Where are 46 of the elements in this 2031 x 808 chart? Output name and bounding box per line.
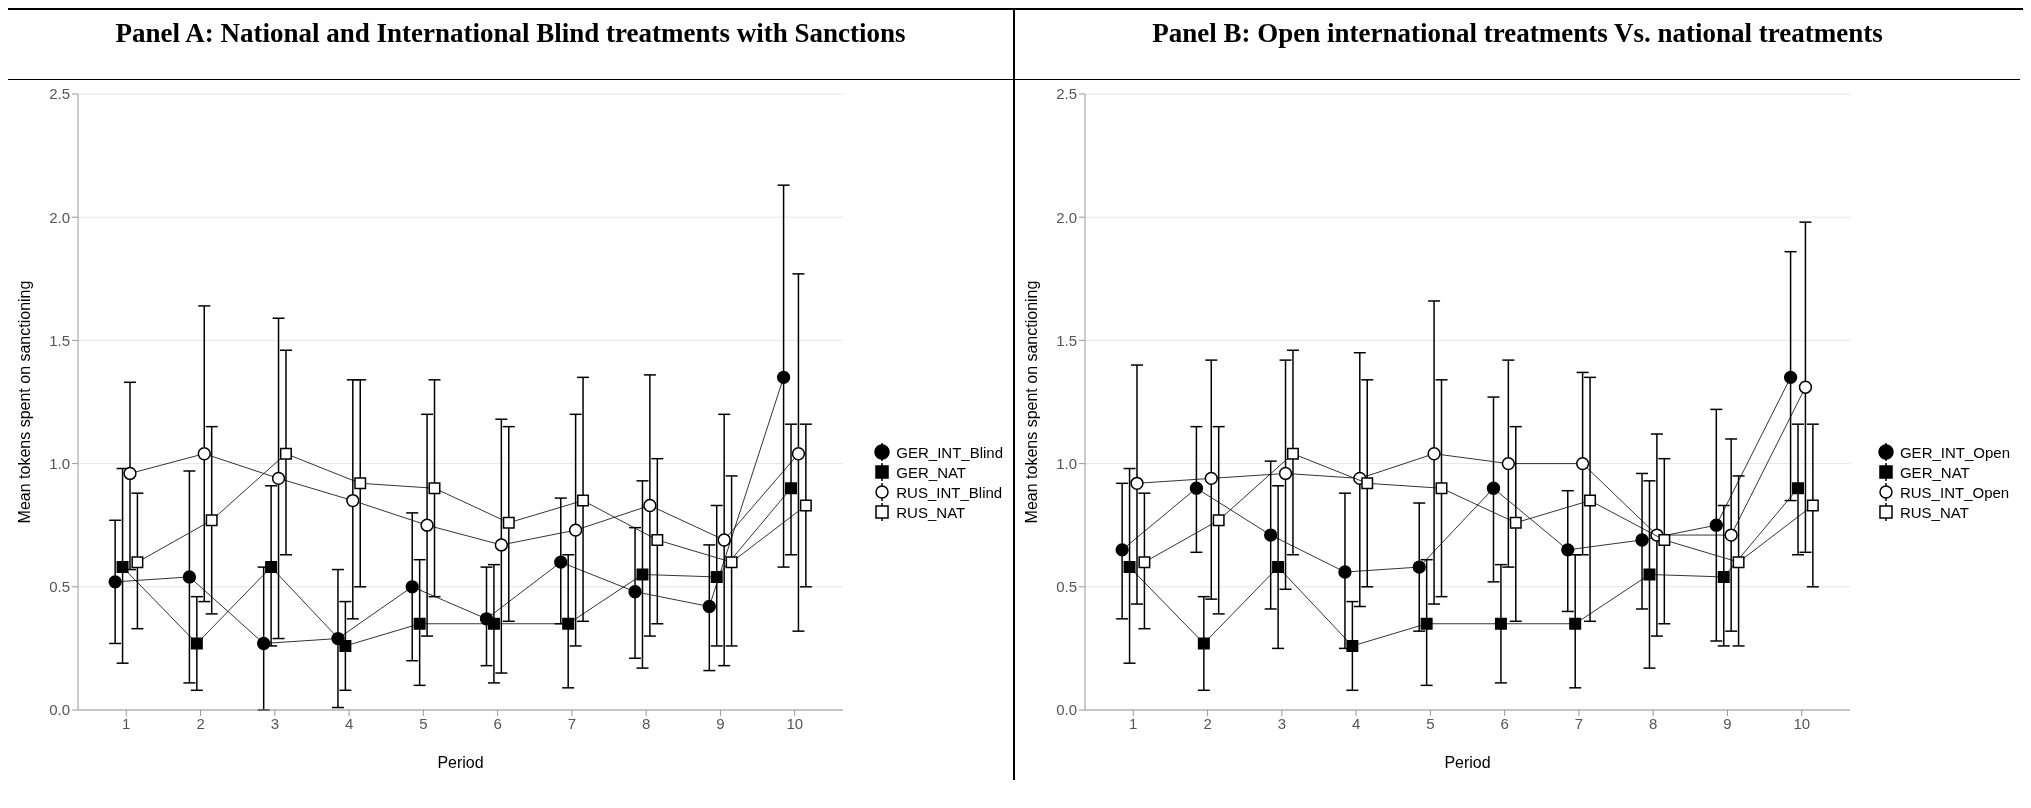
legend-label: GER_INT_Blind [896, 443, 1003, 461]
chart-title: Panel B: Open international treatments Vs. national treatments [1015, 10, 2020, 80]
x-tick-label: 3 [270, 714, 279, 732]
y-tick-label: 1.0 [49, 454, 70, 472]
y-tick-label: 0.0 [1056, 701, 1077, 719]
legend-label: RUS_INT_Open [1899, 483, 2010, 501]
x-tick-label: 7 [567, 714, 577, 732]
x-tick-label: 2 [1203, 714, 1212, 732]
x-axis-title: Period [437, 754, 484, 771]
x-tick-label: 5 [419, 714, 428, 732]
x-tick-label: 5 [1426, 714, 1435, 732]
y-tick-label: 0.5 [1056, 578, 1077, 596]
legend-label: GER_NAT [1899, 463, 1970, 481]
x-tick-label: 10 [1793, 714, 1811, 732]
x-tick-label: 4 [1351, 714, 1361, 732]
x-tick-label: 9 [716, 714, 725, 732]
x-tick-label: 10 [786, 714, 804, 732]
y-axis-title: Mean tokens spent on sanctioning [1022, 280, 1040, 524]
x-tick-label: 1 [1129, 714, 1138, 732]
y-axis-title: Mean tokens spent on sanctioning [15, 280, 33, 524]
x-tick-label: 1 [122, 714, 131, 732]
x-tick-label: 2 [196, 714, 205, 732]
y-tick-label: 1.5 [1056, 331, 1077, 349]
x-axis-title: Period [1444, 754, 1491, 771]
y-tick-label: 2.0 [49, 208, 70, 226]
y-tick-label: 2.0 [1056, 208, 1077, 226]
x-tick-label: 7 [1574, 714, 1584, 732]
x-tick-label: 9 [1723, 714, 1732, 732]
x-tick-label: 3 [1277, 714, 1286, 732]
x-tick-label: 6 [1500, 714, 1509, 732]
y-tick-label: 2.5 [49, 85, 70, 103]
chart-title: Panel A: National and International Blind treatments with Sanctions [8, 10, 1013, 80]
legend-label: RUS_NAT [896, 503, 966, 521]
x-tick-label: 4 [344, 714, 354, 732]
legend-label: RUS_INT_Blind [896, 483, 1003, 501]
x-tick-label: 6 [493, 714, 502, 732]
y-tick-label: 1.5 [49, 331, 70, 349]
legend-label: RUS_NAT [1899, 503, 1969, 521]
y-tick-label: 0.5 [49, 578, 70, 596]
legend-label: GER_NAT [896, 463, 967, 481]
y-tick-label: 1.0 [1056, 454, 1077, 472]
legend-label: GER_INT_Open [1899, 443, 2010, 461]
x-tick-label: 8 [1649, 714, 1658, 732]
y-tick-label: 0.0 [49, 701, 70, 719]
y-tick-label: 2.5 [1056, 85, 1077, 103]
x-tick-label: 8 [642, 714, 651, 732]
